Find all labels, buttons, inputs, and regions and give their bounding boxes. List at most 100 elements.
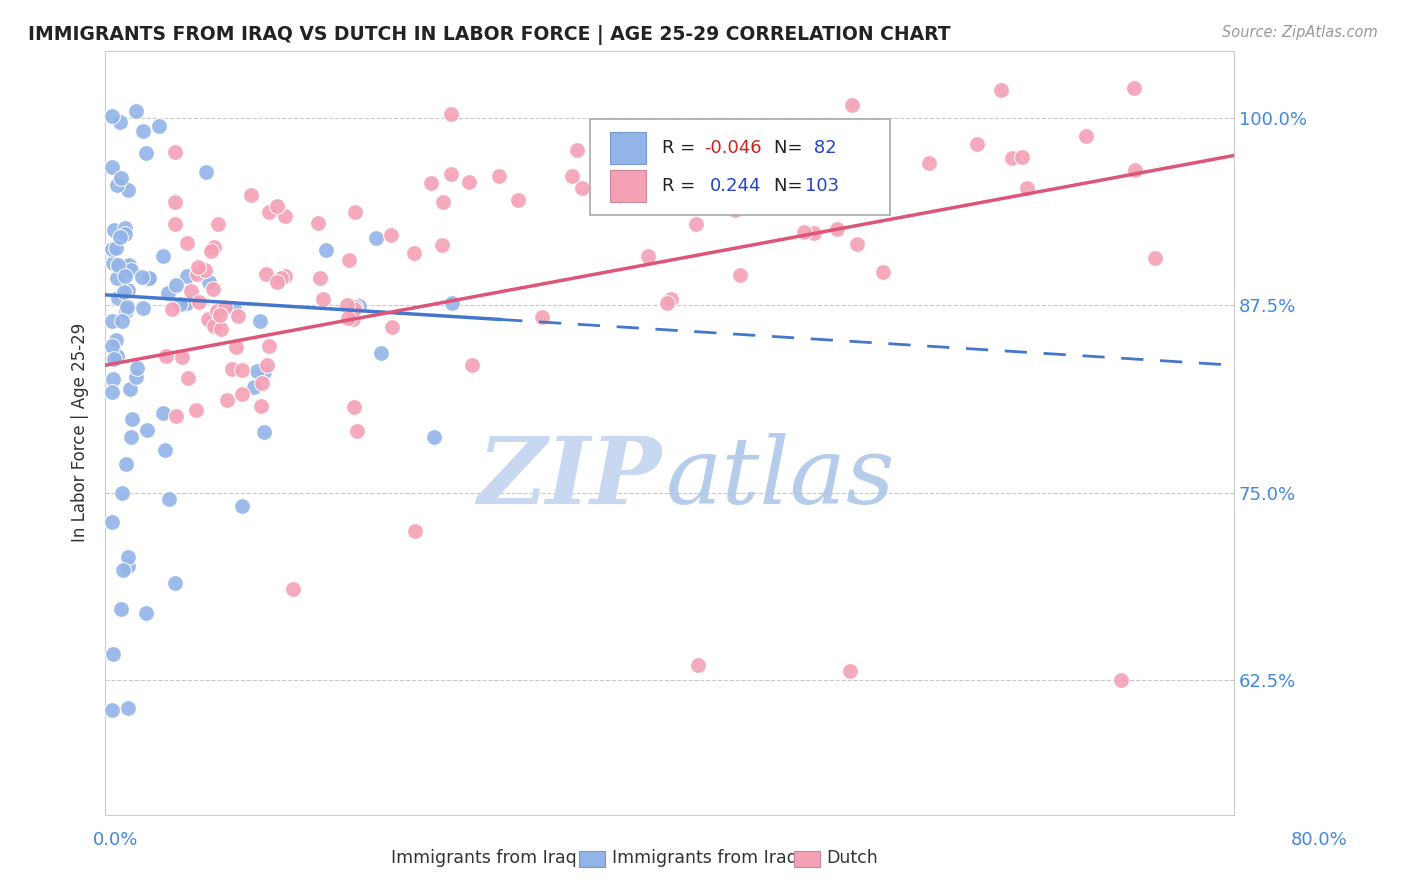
Point <box>692 139 714 153</box>
Point <box>110 601 132 615</box>
Point <box>105 178 128 193</box>
Text: N=: N= <box>775 177 808 194</box>
Point <box>336 298 359 312</box>
Point <box>197 312 219 326</box>
Point <box>315 243 337 257</box>
Text: Dutch: Dutch <box>827 849 879 867</box>
Point <box>176 235 198 250</box>
Point <box>381 319 404 334</box>
Point <box>200 244 222 258</box>
Point <box>226 310 249 324</box>
Point <box>108 115 131 129</box>
Point <box>101 242 124 256</box>
Y-axis label: In Labor Force | Age 25-29: In Labor Force | Age 25-29 <box>72 323 89 542</box>
Point <box>101 372 124 386</box>
Point <box>266 275 288 289</box>
Text: 80.0%: 80.0% <box>1291 831 1347 849</box>
Point <box>685 217 707 231</box>
Point <box>108 229 131 244</box>
Point <box>105 270 128 285</box>
Point <box>101 384 124 399</box>
Point <box>107 258 129 272</box>
Point <box>103 351 125 366</box>
Point <box>270 271 292 285</box>
Point <box>366 231 388 245</box>
Point <box>231 499 253 513</box>
Point <box>198 275 221 289</box>
Point <box>1109 673 1132 687</box>
Point <box>103 256 125 270</box>
Point <box>257 205 280 219</box>
Point <box>402 245 425 260</box>
Point <box>103 223 125 237</box>
Text: N=: N= <box>775 138 808 157</box>
Text: R =: R = <box>662 138 700 157</box>
Point <box>561 169 583 183</box>
Point <box>380 227 402 242</box>
Point <box>423 430 446 444</box>
Point <box>343 301 366 315</box>
Text: Immigrants from Iraq: Immigrants from Iraq <box>391 849 576 867</box>
Point <box>274 209 297 223</box>
Point <box>250 376 273 390</box>
Point <box>187 260 209 274</box>
Point <box>110 171 132 186</box>
Point <box>101 515 124 529</box>
Point <box>440 167 463 181</box>
Point <box>184 403 207 417</box>
Text: atlas: atlas <box>666 434 896 524</box>
Point <box>101 647 124 661</box>
Point <box>148 119 170 133</box>
Point <box>114 268 136 283</box>
Point <box>342 312 364 326</box>
Point <box>136 272 159 286</box>
Point <box>728 268 751 282</box>
Point <box>202 240 225 254</box>
Point <box>839 664 862 678</box>
FancyBboxPatch shape <box>591 120 890 215</box>
Point <box>177 370 200 384</box>
Point <box>240 188 263 202</box>
Text: Source: ZipAtlas.com: Source: ZipAtlas.com <box>1222 25 1378 40</box>
Point <box>209 308 232 322</box>
Point <box>111 313 134 327</box>
Point <box>637 249 659 263</box>
Point <box>430 238 453 252</box>
Point <box>1011 149 1033 163</box>
Point <box>370 346 392 360</box>
Point <box>432 195 454 210</box>
Point <box>845 236 868 251</box>
Point <box>336 311 359 326</box>
Point <box>686 657 709 672</box>
Point <box>121 412 143 426</box>
Point <box>105 349 128 363</box>
Point <box>217 393 239 408</box>
Point <box>256 359 278 373</box>
Point <box>224 301 246 315</box>
Point <box>571 180 593 194</box>
Point <box>152 249 174 263</box>
Point <box>349 299 371 313</box>
Point <box>488 169 510 183</box>
Point <box>420 177 443 191</box>
Point <box>309 271 332 285</box>
Point <box>101 109 124 123</box>
Point <box>135 146 157 161</box>
Point <box>266 199 288 213</box>
Point <box>101 314 124 328</box>
Point <box>115 304 138 318</box>
Point <box>117 558 139 573</box>
Point <box>120 263 142 277</box>
Point <box>281 582 304 596</box>
Point <box>655 296 678 310</box>
Point <box>163 195 186 210</box>
Point <box>253 425 276 439</box>
Point <box>565 143 588 157</box>
Point <box>160 302 183 317</box>
Text: 103: 103 <box>804 177 839 194</box>
Point <box>117 550 139 565</box>
Point <box>169 297 191 311</box>
Point <box>346 425 368 439</box>
Point <box>200 317 222 331</box>
Point <box>344 205 367 219</box>
